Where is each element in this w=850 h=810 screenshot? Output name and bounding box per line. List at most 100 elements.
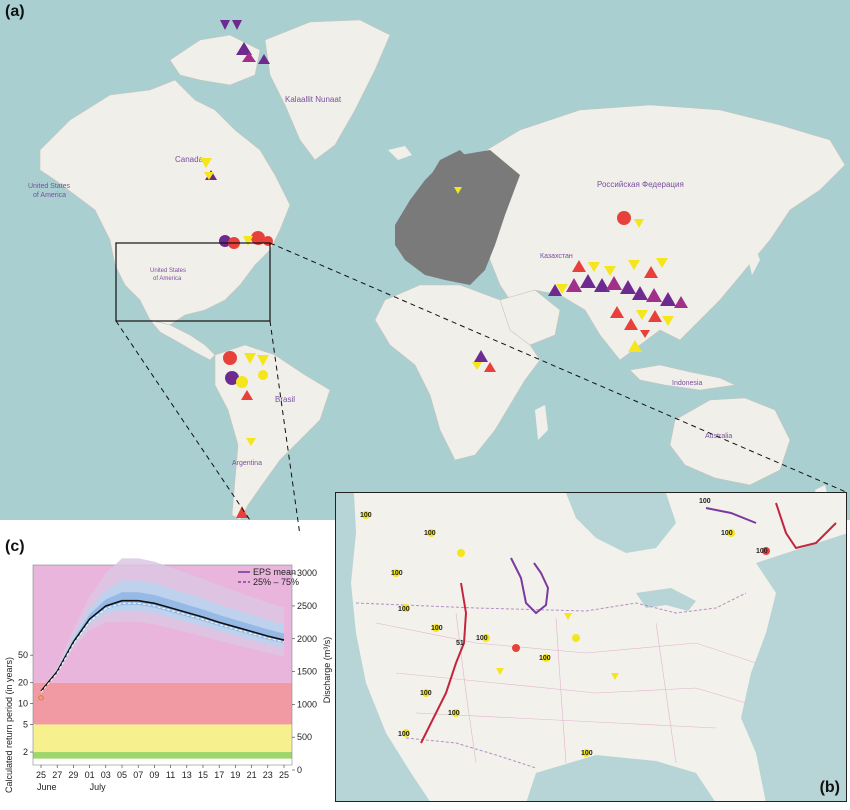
- landmass-arabia: [499, 289, 561, 346]
- marker-circle: [542, 654, 550, 662]
- inset-roads: [375, 612, 757, 764]
- rp-label: 100: [398, 606, 410, 613]
- marker-circle: [482, 634, 490, 642]
- return-period-chart: (c) 2 5 10 20 50 0 500 1000 1500 2000 2500 3000 25 27…: [0, 535, 335, 805]
- ensemble-spread: [41, 558, 284, 692]
- x-tick-label: 09: [149, 770, 159, 780]
- marker-up-triangle: [632, 286, 648, 300]
- panel-label-a: (a): [5, 3, 25, 20]
- marker-down-triangle: [200, 158, 212, 168]
- x-tick-label: 29: [68, 770, 78, 780]
- band-green: [33, 752, 292, 759]
- marker-circle: [251, 231, 265, 245]
- x-tick-label: 25: [36, 770, 46, 780]
- label-usa-inner-2: of America: [153, 276, 182, 282]
- x-tick-label: 25: [279, 770, 289, 780]
- inset-rp-labels: 100 100 100 100 100 100 100 100 100 100 …: [360, 498, 768, 757]
- marker-down-triangle: [656, 258, 668, 268]
- label-canada: Canada: [175, 155, 204, 164]
- y-left-tick-label: 2: [23, 747, 28, 757]
- rp-label: 100: [756, 548, 768, 555]
- inset-river-red: [420, 582, 468, 744]
- landmass-greenland: [264, 19, 391, 161]
- marker-circle: [427, 529, 435, 537]
- marker-up-triangle: [648, 310, 662, 322]
- label-brasil: Brasil: [275, 395, 295, 404]
- marker-up-triangle: [474, 350, 488, 362]
- legend-label-range: 25% – 75%: [253, 577, 299, 587]
- marker-down-triangle: [588, 262, 600, 272]
- x-tick-label: 17: [214, 770, 224, 780]
- inset-great-lakes: [636, 588, 696, 611]
- rp-label: 100: [360, 512, 372, 519]
- marker-up-triangle: [620, 280, 636, 294]
- marker-down-triangle: [636, 310, 648, 320]
- y-axis-right-title: Discharge (m³/s): [322, 637, 332, 704]
- landmass-australia: [669, 397, 791, 486]
- landmass-north-america: [39, 79, 291, 326]
- marker-up-triangle: [258, 54, 270, 64]
- marker-down-triangle: [628, 260, 640, 270]
- y-right-tick-label: 2000: [297, 634, 317, 644]
- marker-up-triangle: [594, 278, 610, 292]
- x-tick-label: 07: [133, 770, 143, 780]
- marker-circle: [572, 634, 580, 642]
- band-red: [33, 682, 292, 725]
- marker-circle: [727, 529, 735, 537]
- inset-map-usa: 100 100 100 100 100 100 100 100 100 100 …: [335, 492, 847, 802]
- connector-line: [269, 242, 847, 493]
- marker-circle: [402, 729, 410, 737]
- marker-up-triangle: [548, 284, 562, 296]
- marker-up-triangle: [624, 318, 638, 330]
- inset-pacific: [336, 493, 430, 801]
- label-greenland: Kalaallit Nunaat: [285, 95, 342, 104]
- landmass-central-america: [149, 319, 216, 361]
- x-tick-label: 11: [166, 770, 175, 780]
- y-axis-left-title: Calculated return period (in years): [4, 657, 14, 793]
- y-right-tick-label: 1000: [297, 699, 317, 709]
- label-usa-inner-1: United States: [150, 268, 186, 274]
- rp-label: 100: [539, 655, 551, 662]
- marker-down-triangle: [604, 266, 616, 276]
- marker-down-triangle: [220, 20, 230, 30]
- marker-circle: [236, 376, 248, 388]
- y-right-tick-label: 0: [297, 765, 302, 775]
- inset-atlantic: [741, 533, 846, 801]
- landmass-asia: [469, 104, 846, 361]
- marker-up-triangle: [236, 42, 252, 55]
- rp-label: 100: [424, 530, 436, 537]
- marker-circle: [258, 370, 268, 380]
- inset-river-red-2: [775, 502, 837, 550]
- y-left-tick-label: 10: [18, 699, 28, 709]
- panel-label-b: (b): [819, 779, 840, 796]
- marker-down-triangle: [243, 236, 253, 246]
- landmass-africa: [374, 284, 541, 461]
- marker-circle: [432, 624, 440, 632]
- rp-label: 100: [581, 750, 593, 757]
- marker-up-triangle: [241, 390, 253, 400]
- marker-up-triangle: [242, 52, 256, 62]
- x-tick-label: 03: [101, 770, 111, 780]
- marker-down-triangle: [246, 438, 256, 446]
- label-indonesia: Indonesia: [672, 380, 702, 387]
- marker-circle: [512, 644, 520, 652]
- x-tick-label: 01: [85, 770, 95, 780]
- marker-down-triangle: [204, 172, 214, 180]
- marker-down-triangle: [454, 187, 462, 194]
- marker-down-triangle: [640, 330, 650, 338]
- inset-map-svg: 100 100 100 100 100 100 100 100 100 100 …: [336, 493, 846, 801]
- marker-up-triangle: [628, 340, 642, 352]
- marker-circle: [457, 549, 465, 557]
- marker-down-triangle: [244, 353, 256, 364]
- rp-label: 100: [448, 710, 460, 717]
- marker-up-triangle: [674, 296, 688, 308]
- x-tick-label: 27: [52, 770, 62, 780]
- y-right-tick-label: 500: [297, 732, 312, 742]
- marker-circle: [362, 511, 370, 519]
- markers-group: [200, 20, 688, 518]
- inset-hudson-bay: [566, 493, 676, 553]
- label-russia: Российская Федерация: [597, 180, 684, 189]
- marker-up-triangle: [572, 260, 586, 272]
- inset-river-purple-2: [705, 507, 757, 524]
